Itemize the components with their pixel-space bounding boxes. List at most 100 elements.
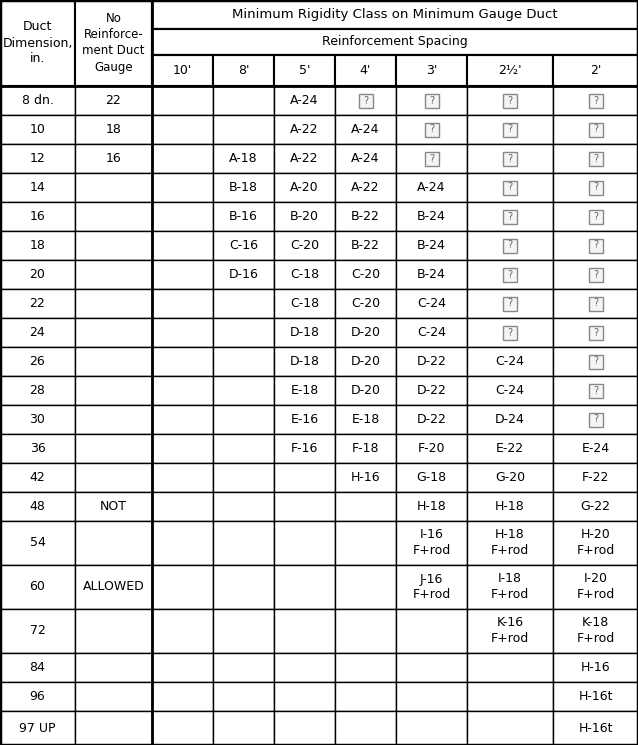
Bar: [152, 144, 213, 173]
Bar: [274, 347, 335, 376]
Text: D-16: D-16: [228, 268, 258, 281]
Bar: [274, 231, 335, 260]
Text: ?: ?: [593, 183, 598, 192]
Text: D-18: D-18: [290, 326, 320, 339]
Bar: [274, 173, 335, 202]
Text: A-22: A-22: [352, 181, 380, 194]
Bar: [396, 376, 467, 405]
Bar: [588, 180, 602, 194]
Bar: [553, 376, 638, 405]
Text: C-18: C-18: [290, 268, 319, 281]
Text: B-16: B-16: [229, 210, 258, 223]
Text: 8 dn.: 8 dn.: [22, 94, 54, 107]
Text: 96: 96: [29, 690, 45, 703]
Bar: [152, 289, 213, 318]
Bar: [424, 94, 438, 107]
Text: 42: 42: [29, 471, 45, 484]
Bar: [588, 297, 602, 311]
Text: ALLOWED: ALLOWED: [83, 580, 144, 594]
Bar: [396, 231, 467, 260]
Text: A-24: A-24: [352, 123, 380, 136]
Bar: [75, 289, 152, 318]
Text: B-24: B-24: [417, 239, 446, 252]
Bar: [588, 238, 602, 253]
Bar: [588, 267, 602, 282]
Bar: [335, 463, 396, 492]
Text: D-18: D-18: [290, 355, 320, 368]
Bar: [152, 609, 213, 653]
Text: 22: 22: [106, 94, 121, 107]
Bar: [553, 347, 638, 376]
Text: I-16
F+rod: I-16 F+rod: [412, 528, 450, 557]
Bar: [467, 682, 553, 711]
Bar: [152, 463, 213, 492]
Bar: [588, 355, 602, 369]
Bar: [213, 144, 274, 173]
Bar: [467, 347, 553, 376]
Bar: [75, 144, 152, 173]
Text: K-16
F+rod: K-16 F+rod: [491, 617, 529, 645]
Bar: [213, 115, 274, 144]
Bar: [213, 86, 274, 115]
Bar: [553, 318, 638, 347]
Bar: [274, 434, 335, 463]
Text: H-18: H-18: [417, 500, 447, 513]
Bar: [396, 434, 467, 463]
Bar: [274, 115, 335, 144]
Text: 48: 48: [29, 500, 45, 513]
Bar: [467, 202, 553, 231]
Bar: [424, 151, 438, 165]
Bar: [274, 144, 335, 173]
Bar: [503, 326, 517, 340]
Text: Minimum Rigidity Class on Minimum Gauge Duct: Minimum Rigidity Class on Minimum Gauge …: [232, 8, 558, 21]
Bar: [213, 376, 274, 405]
Text: D-22: D-22: [417, 413, 447, 426]
Text: 28: 28: [29, 384, 45, 397]
Bar: [213, 565, 274, 609]
Text: K-18
F+rod: K-18 F+rod: [576, 617, 614, 645]
Bar: [213, 653, 274, 682]
Text: B-24: B-24: [417, 210, 446, 223]
Bar: [274, 492, 335, 521]
Bar: [588, 94, 602, 107]
Bar: [0, 144, 75, 173]
Bar: [0, 289, 75, 318]
Bar: [152, 521, 213, 565]
Bar: [0, 202, 75, 231]
Text: ?: ?: [593, 328, 598, 337]
Text: C-20: C-20: [290, 239, 319, 252]
Bar: [0, 173, 75, 202]
Bar: [396, 492, 467, 521]
Text: ?: ?: [593, 241, 598, 250]
Bar: [152, 653, 213, 682]
Bar: [335, 711, 396, 745]
Bar: [75, 653, 152, 682]
Bar: [553, 521, 638, 565]
Text: 97 UP: 97 UP: [19, 721, 56, 735]
Bar: [274, 711, 335, 745]
Bar: [396, 202, 467, 231]
Bar: [213, 405, 274, 434]
Bar: [75, 260, 152, 289]
Bar: [75, 86, 152, 115]
Bar: [553, 609, 638, 653]
Bar: [553, 260, 638, 289]
Text: H-18: H-18: [495, 500, 525, 513]
Text: G-20: G-20: [495, 471, 525, 484]
Bar: [335, 86, 396, 115]
Bar: [553, 86, 638, 115]
Bar: [0, 434, 75, 463]
Bar: [553, 711, 638, 745]
Text: ?: ?: [429, 95, 434, 106]
Bar: [467, 565, 553, 609]
Bar: [588, 151, 602, 165]
Text: 20: 20: [29, 268, 45, 281]
Text: A-24: A-24: [352, 152, 380, 165]
Bar: [0, 0, 75, 86]
Bar: [75, 565, 152, 609]
Text: 3': 3': [426, 64, 437, 77]
Bar: [553, 144, 638, 173]
Bar: [274, 86, 335, 115]
Bar: [467, 434, 553, 463]
Text: D-22: D-22: [417, 384, 447, 397]
